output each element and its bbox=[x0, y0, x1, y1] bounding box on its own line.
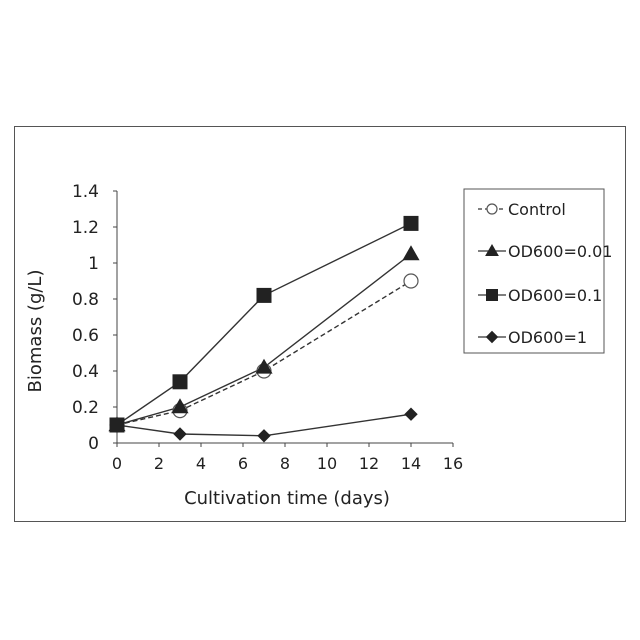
y-tick-label: 1 bbox=[88, 254, 99, 274]
x-tick-label: 4 bbox=[196, 454, 206, 473]
y-tick-label: 0.6 bbox=[72, 326, 99, 346]
series-lines bbox=[117, 223, 411, 435]
legend-marker-0 bbox=[487, 204, 497, 214]
data-point-2-1 bbox=[173, 375, 187, 389]
y-tick-label: 1.4 bbox=[72, 182, 99, 202]
data-point-3-2 bbox=[258, 430, 270, 442]
data-point-0-3 bbox=[404, 274, 418, 288]
y-tick-label: 0.4 bbox=[72, 362, 99, 382]
series-markers bbox=[109, 216, 418, 441]
x-tick-label: 10 bbox=[317, 454, 337, 473]
data-point-3-1 bbox=[174, 428, 186, 440]
legend-label-2: OD600=0.1 bbox=[508, 286, 602, 305]
chart-frame: 0 2 4 6 8 10 12 14 16 0 0.2 0.4 0.6 0.8 1 1.2 1.4 Cultiv… bbox=[14, 126, 626, 522]
data-point-2-3 bbox=[404, 216, 418, 230]
x-tick-label: 12 bbox=[359, 454, 379, 473]
data-point-3-3 bbox=[405, 408, 417, 420]
legend-label-1: OD600=0.01 bbox=[508, 242, 612, 261]
y-tick-label: 0.2 bbox=[72, 398, 99, 418]
x-tick-label: 14 bbox=[401, 454, 421, 473]
x-tick-label: 16 bbox=[443, 454, 463, 473]
data-point-1-3 bbox=[403, 246, 418, 259]
data-point-2-0 bbox=[110, 418, 124, 432]
x-tick-label: 0 bbox=[112, 454, 122, 473]
data-point-2-2 bbox=[257, 288, 271, 302]
biomass-line-chart: 0 2 4 6 8 10 12 14 16 0 0.2 0.4 0.6 0.8 1 1.2 1.4 Cultiv… bbox=[15, 127, 625, 521]
legend-marker-2 bbox=[487, 290, 498, 301]
x-tick-label: 8 bbox=[280, 454, 290, 473]
series-line-2 bbox=[117, 223, 411, 425]
y-tick-label: 0.8 bbox=[72, 290, 99, 310]
legend-label-3: OD600=1 bbox=[508, 328, 587, 347]
y-tick-label: 0 bbox=[88, 434, 99, 454]
y-axis-label: Biomass (g/L) bbox=[25, 270, 46, 393]
x-tick-label: 6 bbox=[238, 454, 248, 473]
axes bbox=[113, 191, 453, 447]
y-tick-label: 1.2 bbox=[72, 218, 99, 238]
x-axis-label: Cultivation time (days) bbox=[184, 488, 390, 509]
x-tick-label: 2 bbox=[154, 454, 164, 473]
legend: Control OD600=0.01 OD600=0.1 OD600=1 bbox=[464, 189, 612, 353]
series-line-1 bbox=[117, 254, 411, 425]
legend-label-0: Control bbox=[508, 200, 566, 219]
